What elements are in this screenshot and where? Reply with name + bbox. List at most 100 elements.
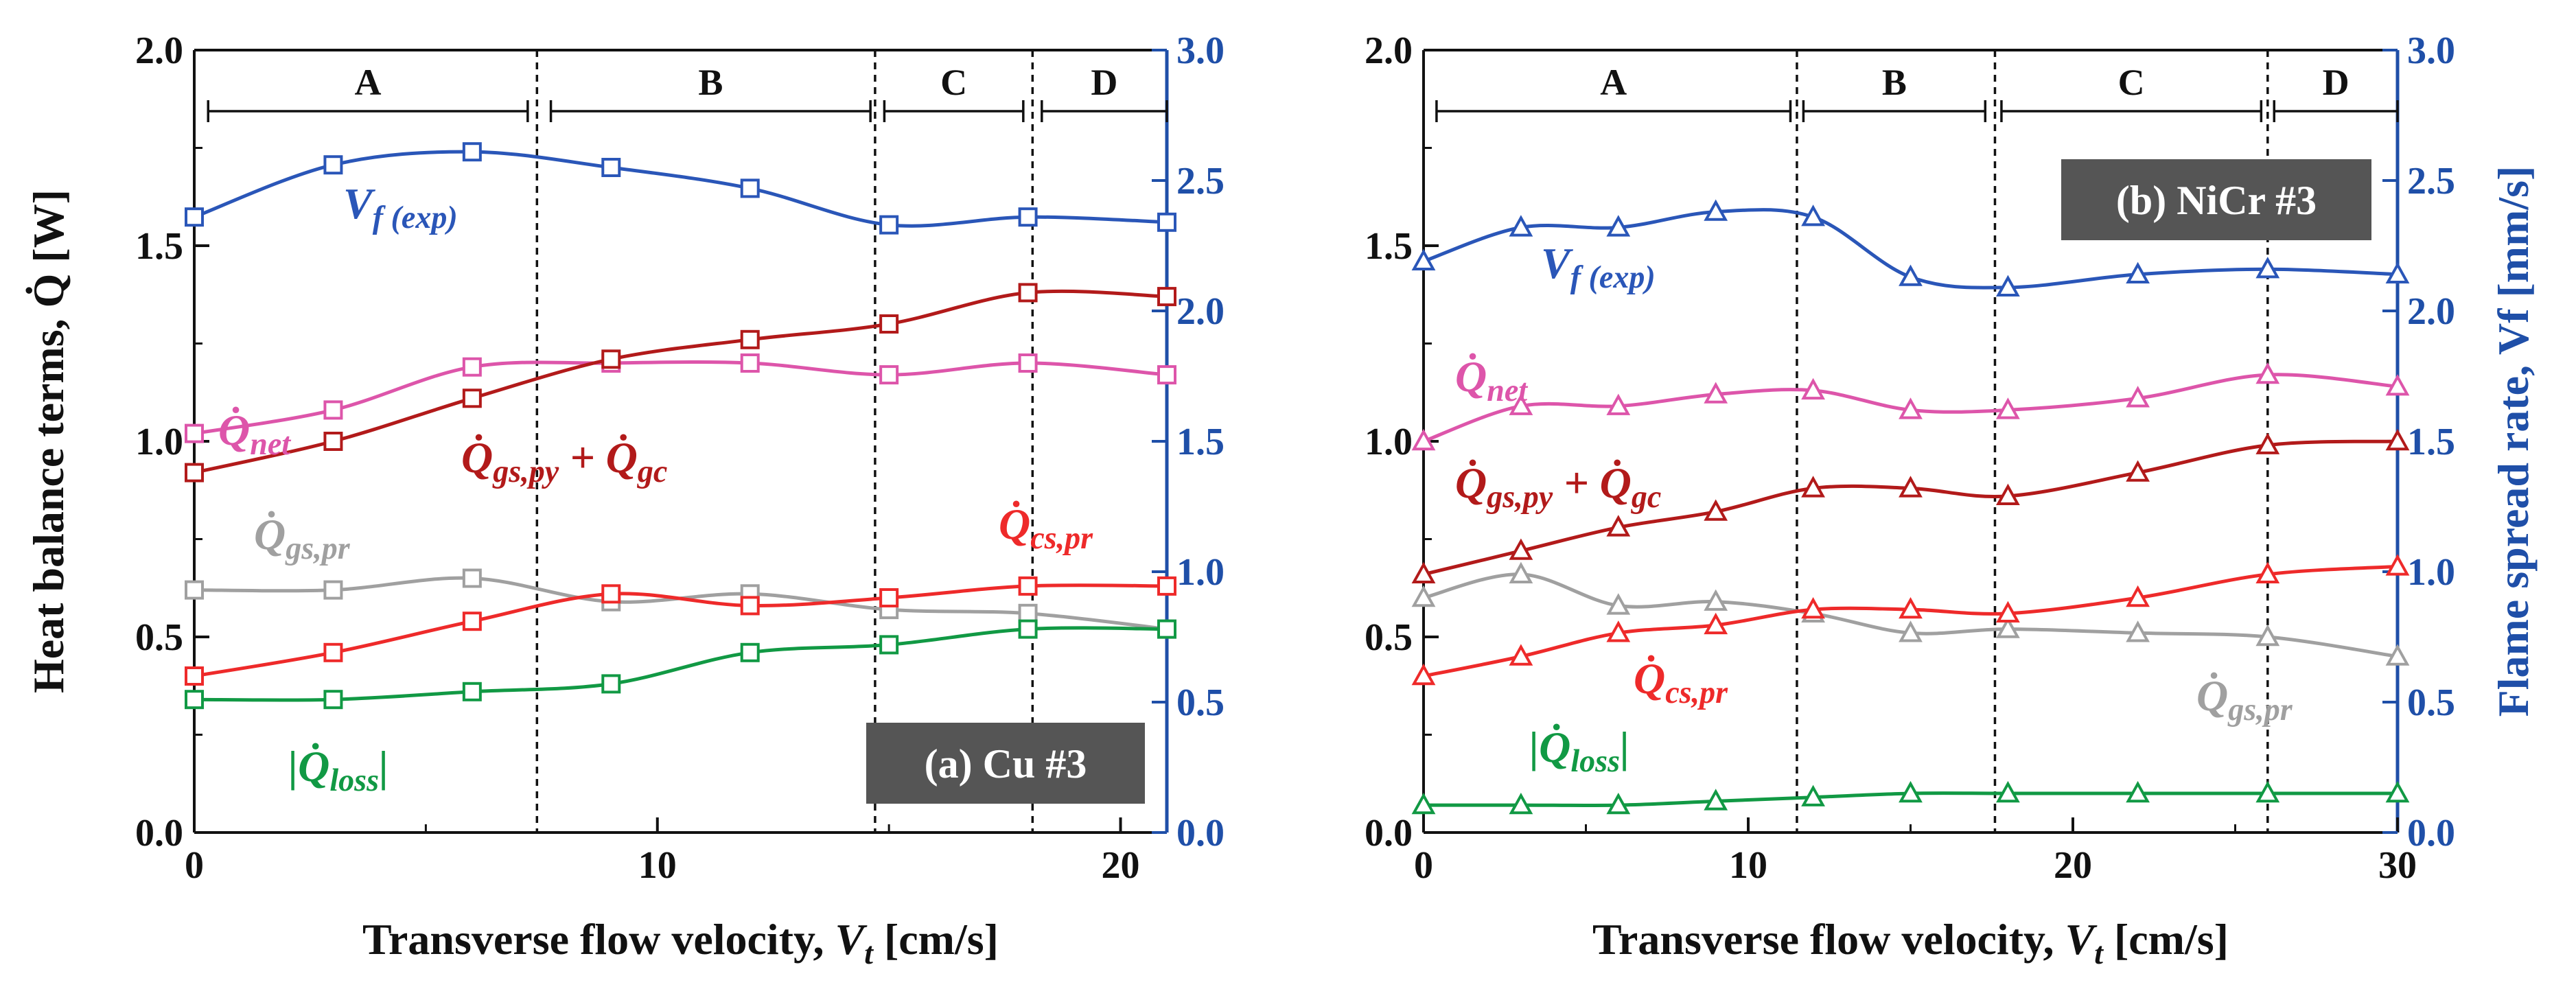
- series-label-qgspygc-part: Q̇: [461, 433, 493, 482]
- x-tick-label: 10: [638, 844, 677, 887]
- data-point-qgspygc: [1157, 287, 1176, 307]
- data-point-qcspr: [2126, 585, 2150, 607]
- data-point-vf: [2126, 261, 2150, 283]
- y-tick-right-label: 1.5: [2407, 421, 2455, 463]
- series-label-qloss: |Q̇loss|: [288, 742, 388, 798]
- series-label-qloss-part: |: [1620, 723, 1629, 771]
- series-label-qloss-part: loss: [329, 763, 379, 798]
- data-point-qcspr: [2385, 554, 2410, 576]
- series-label-qgspr-part: Q̇: [254, 510, 286, 559]
- y-axis-right-title: Flame spread rate, Vf [mm/s]: [2489, 166, 2538, 717]
- data-point-qgspr: [1509, 561, 1533, 583]
- data-point-qloss: [185, 690, 204, 710]
- data-point-qgspr: [185, 580, 204, 600]
- series-label-qgspygc-part: gc: [637, 454, 668, 489]
- data-point-qgspr: [1996, 616, 2020, 638]
- series-line-qcspr: [194, 583, 1168, 678]
- x-tick-label: 0: [1414, 844, 1433, 887]
- data-point-qloss: [1018, 619, 1038, 639]
- data-point-vf: [601, 158, 621, 177]
- panel-title: (a) Cu #3: [925, 741, 1087, 787]
- series-line-qgspygc: [194, 289, 1168, 475]
- series-label-qnet-part: net: [250, 426, 291, 461]
- series-label-qgspygc-part: + Q̇: [1553, 458, 1632, 507]
- data-point-qloss: [462, 682, 482, 701]
- data-point-vf: [1704, 199, 1728, 221]
- series-line-qcspr: [1423, 564, 2398, 678]
- data-point-qloss: [601, 674, 621, 694]
- data-point-qloss: [2385, 780, 2410, 803]
- region-label-b: B: [1882, 62, 1907, 103]
- data-point-qnet: [1704, 382, 1728, 404]
- data-point-qcspr: [601, 584, 621, 604]
- data-point-qnet: [1899, 397, 1923, 419]
- series-label-qgspr-part: gs,pr: [285, 531, 351, 566]
- y-tick-left-label: 2.0: [1365, 30, 1413, 72]
- data-point-vf: [740, 178, 760, 198]
- x-tick-label: 20: [2054, 844, 2092, 887]
- data-point-qcspr: [462, 612, 482, 631]
- data-point-vf: [1899, 264, 1923, 286]
- series-label-qgspygc-part: Q̇: [1455, 458, 1487, 507]
- data-point-qloss: [1801, 784, 1825, 806]
- data-point-vf: [323, 155, 343, 175]
- data-point-qcspr: [879, 588, 899, 607]
- data-point-qloss: [2126, 780, 2150, 803]
- series-label-qgspygc-part: gs,py: [1486, 479, 1553, 514]
- data-point-qgspygc: [2126, 460, 2150, 482]
- data-point-vf: [2385, 261, 2410, 283]
- series-label-qgspygc: Q̇gs,py + Q̇gc: [461, 433, 667, 489]
- y-tick-left-label: 1.0: [135, 421, 183, 463]
- series-label-qgspr-part: Q̇: [2196, 671, 2228, 720]
- y-tick-left-label: 0.0: [1365, 812, 1413, 854]
- y-tick-left-label: 0.5: [135, 616, 183, 659]
- y-tick-left-label: 0.5: [1365, 616, 1413, 659]
- series-label-qcspr-part: cs,pr: [1030, 520, 1093, 555]
- data-point-qcspr: [1801, 596, 1825, 619]
- data-point-vf: [1509, 215, 1533, 237]
- y-tick-right-label: 1.5: [1176, 421, 1225, 463]
- data-point-qloss: [1509, 792, 1533, 815]
- y-tick-right-label: 1.0: [2407, 551, 2455, 594]
- y-tick-right-label: 2.5: [2407, 160, 2455, 202]
- series-label-qcspr-part: Q̇: [999, 500, 1030, 548]
- panel-badge: [2061, 159, 2371, 240]
- series-label-qloss-part: |: [379, 742, 388, 791]
- data-point-vf: [1018, 207, 1038, 227]
- series-line-qnet: [194, 360, 1168, 436]
- data-point-qnet: [1411, 428, 1436, 451]
- series-label-qgspygc-part: gc: [1631, 479, 1662, 514]
- data-point-qgspygc: [1411, 561, 1436, 583]
- region-label-a: A: [355, 62, 382, 103]
- data-point-qcspr: [2255, 561, 2280, 583]
- data-point-qcspr: [1411, 663, 1436, 686]
- series-label-qnet: Q̇net: [1455, 352, 1528, 408]
- series-label-qcspr-part: cs,pr: [1665, 675, 1728, 710]
- data-point-qgspygc: [1018, 283, 1038, 303]
- series-line-vf: [1423, 208, 2398, 290]
- data-point-vf: [1157, 212, 1176, 232]
- series-label-vf-part: f (exp): [373, 200, 458, 235]
- y-tick-right-label: 2.0: [2407, 290, 2455, 333]
- series-label-qloss-part: |Q̇: [1529, 723, 1570, 771]
- series-line-vf: [194, 150, 1168, 228]
- x-axis-title-part: Transverse flow velocity,: [1592, 915, 2065, 964]
- data-point-qgspr: [1018, 603, 1038, 623]
- series-label-qnet: Q̇net: [218, 406, 291, 461]
- series-label-vf-part: V: [343, 179, 376, 228]
- data-point-qcspr: [1704, 612, 1728, 635]
- data-point-qnet: [2385, 374, 2410, 396]
- x-axis-title-part: [cm/s]: [873, 915, 999, 964]
- data-point-vf: [185, 207, 204, 227]
- data-point-qnet: [1801, 377, 1825, 400]
- x-axis-title: Transverse flow velocity, Vt [cm/s]: [362, 915, 999, 970]
- y-tick-right-label: 3.0: [2407, 30, 2455, 72]
- series-line-qloss: [194, 626, 1168, 702]
- x-axis-title-part: t: [2094, 935, 2104, 970]
- y-tick-right-label: 1.0: [1176, 551, 1225, 594]
- x-axis-title-part: V: [2065, 915, 2098, 964]
- data-point-vf: [1801, 205, 1825, 226]
- data-point-qgspr: [2385, 644, 2410, 666]
- x-axis-title-part: V: [835, 915, 868, 964]
- data-point-qgspr: [1411, 585, 1436, 607]
